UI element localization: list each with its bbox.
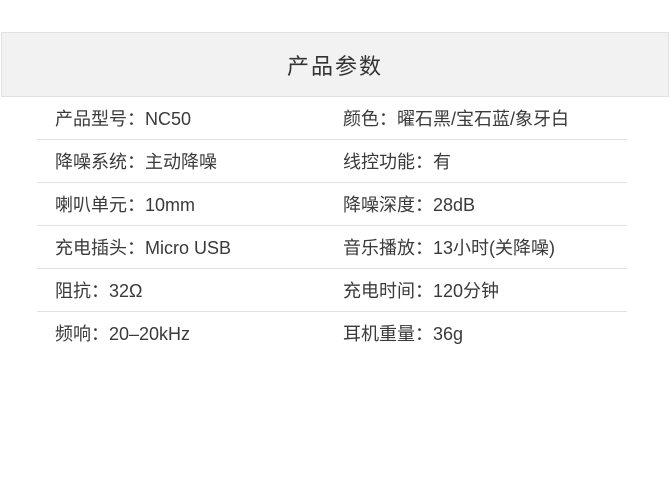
spec-label: 阻抗 — [55, 281, 91, 301]
page-title: 产品参数 — [286, 53, 383, 79]
table-row: 喇叭单元：10mm 降噪深度：28dB — [37, 183, 627, 226]
spec-cell: 频响：20–20kHz — [37, 320, 343, 346]
spec-value: 28dB — [433, 195, 476, 215]
spec-label: 线控功能 — [343, 152, 415, 172]
spec-cell: 颜色：曜石黑/宝石蓝/象牙白 — [343, 105, 627, 131]
spec-colon: ： — [91, 281, 109, 301]
spec-cell: 充电时间：120分钟 — [343, 277, 627, 303]
spec-value: 20–20kHz — [109, 324, 191, 344]
spec-colon: ： — [127, 152, 145, 172]
spec-cell: 充电插头：Micro USB — [37, 234, 343, 260]
spec-colon: ： — [415, 195, 433, 215]
table-row: 产品型号：NC50 颜色：曜石黑/宝石蓝/象牙白 — [37, 97, 627, 140]
spec-value: 主动降噪 — [145, 152, 217, 172]
spec-cell: 耳机重量：36g — [343, 320, 627, 346]
spec-cell: 阻抗：32Ω — [37, 277, 343, 303]
spec-colon: ： — [415, 238, 433, 258]
spec-value: 曜石黑/宝石蓝/象牙白 — [397, 109, 570, 129]
spec-colon: ： — [379, 109, 397, 129]
spec-cell: 降噪系统：主动降噪 — [37, 148, 343, 174]
spec-colon: ： — [127, 238, 145, 258]
spec-label: 喇叭单元 — [55, 195, 127, 215]
spec-value: 120分钟 — [433, 281, 500, 301]
spec-cell: 产品型号：NC50 — [37, 105, 343, 131]
spec-colon: ： — [127, 195, 145, 215]
spec-value: 13小时(关降噪) — [433, 238, 556, 258]
spec-value: NC50 — [145, 109, 192, 129]
spec-cell: 音乐播放：13小时(关降噪) — [343, 234, 627, 260]
spec-label: 耳机重量 — [343, 324, 415, 344]
spec-colon: ： — [127, 109, 145, 129]
spec-cell: 降噪深度：28dB — [343, 191, 627, 217]
spec-colon: ： — [415, 281, 433, 301]
spec-colon: ： — [91, 324, 109, 344]
table-row: 充电插头：Micro USB 音乐播放：13小时(关降噪) — [37, 226, 627, 269]
table-row: 频响：20–20kHz 耳机重量：36g — [37, 312, 627, 354]
spec-table: 产品型号：NC50 颜色：曜石黑/宝石蓝/象牙白 降噪系统：主动降噪 线控功能：… — [37, 97, 627, 354]
spec-label: 音乐播放 — [343, 238, 415, 258]
spec-cell: 喇叭单元：10mm — [37, 191, 343, 217]
spec-header-bar: 产品参数 — [1, 32, 669, 97]
spec-label: 降噪深度 — [343, 195, 415, 215]
spec-value: 32Ω — [109, 281, 143, 301]
spec-label: 颜色 — [343, 109, 379, 129]
spec-value: 有 — [433, 152, 451, 172]
spec-value: 36g — [433, 324, 464, 344]
spec-cell: 线控功能：有 — [343, 148, 627, 174]
spec-colon: ： — [415, 324, 433, 344]
table-row: 阻抗：32Ω 充电时间：120分钟 — [37, 269, 627, 312]
spec-label: 降噪系统 — [55, 152, 127, 172]
spec-colon: ： — [415, 152, 433, 172]
spec-value: 10mm — [145, 195, 196, 215]
spec-label: 频响 — [55, 324, 91, 344]
spec-label: 充电插头 — [55, 238, 127, 258]
spec-label: 产品型号 — [55, 109, 127, 129]
table-row: 降噪系统：主动降噪 线控功能：有 — [37, 140, 627, 183]
spec-label: 充电时间 — [343, 281, 415, 301]
spec-value: Micro USB — [145, 238, 232, 258]
